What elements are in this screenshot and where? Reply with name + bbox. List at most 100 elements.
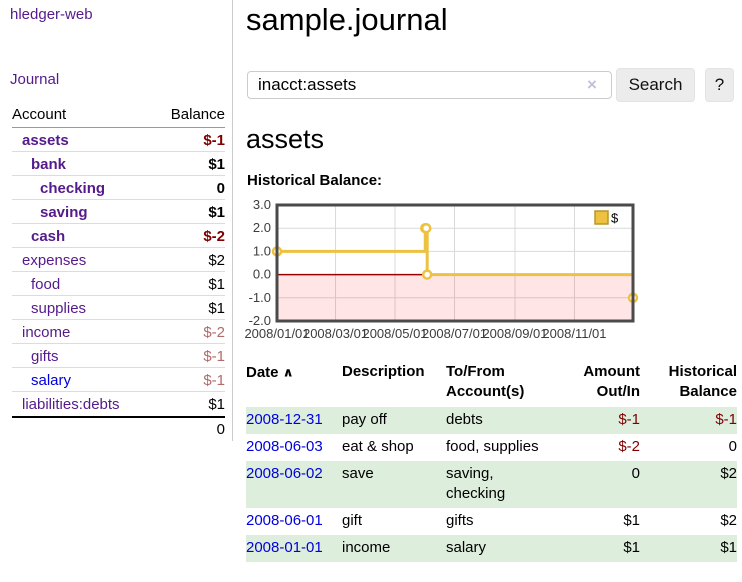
account-balance: $-1 [203, 372, 225, 389]
transaction-balance-cell: $1 [640, 535, 737, 562]
x-axis-tick-label: 2008/01/01 [244, 326, 309, 341]
app-brand-link[interactable]: hledger-web [10, 6, 93, 23]
chart-heading: Historical Balance: [247, 172, 383, 189]
transaction-date-cell: 2008-06-01 [246, 508, 342, 535]
account-row: saving $1 [12, 200, 225, 224]
search-button[interactable]: Search [616, 68, 695, 102]
y-axis-tick-label: -1.0 [249, 290, 271, 305]
legend-swatch [594, 210, 609, 225]
transaction-amount-cell: 0 [572, 461, 640, 508]
sidebar-item-journal[interactable]: Journal [10, 71, 60, 88]
account-link[interactable]: gifts [31, 348, 59, 365]
register-header-description: Description [342, 356, 446, 407]
x-axis-tick-label: 2008/11/01 [542, 326, 606, 341]
transaction-description-cell: eat & shop [342, 434, 446, 461]
transaction-date-link[interactable]: 2008-06-01 [246, 512, 323, 529]
transaction-description-cell: gift [342, 508, 446, 535]
account-balance: 0 [216, 180, 225, 197]
x-axis-tick-label: 2008/09/01 [482, 326, 547, 341]
account-balance: $1 [208, 276, 225, 293]
transaction-amount-cell: $-2 [572, 434, 640, 461]
transaction-balance: $-1 [715, 411, 737, 428]
transaction-date-cell: 2008-06-03 [246, 434, 342, 461]
transaction-accounts: gifts [446, 512, 474, 529]
account-link[interactable]: liabilities:debts [22, 396, 120, 413]
x-axis-tick-label: 2008/03/01 [303, 326, 368, 341]
account-row: assets $-1 [12, 128, 225, 152]
account-link[interactable]: assets [22, 132, 69, 149]
register-header-label: Date [246, 364, 279, 381]
account-balance: $-1 [203, 348, 225, 365]
transaction-date-link[interactable]: 2008-06-02 [246, 465, 323, 482]
transaction-date-cell: 2008-12-31 [246, 407, 342, 434]
account-row: salary $-1 [12, 368, 225, 392]
register-header-label: Historical Balance [668, 363, 737, 400]
account-link[interactable]: bank [31, 156, 67, 173]
search-input[interactable] [247, 71, 612, 99]
account-link[interactable]: cash [31, 228, 66, 245]
data-point-marker [421, 269, 433, 280]
register-row: 2008-06-01 gift gifts $1 $2 [246, 508, 737, 535]
account-link[interactable]: salary [31, 372, 72, 389]
transaction-balance: $1 [720, 539, 737, 556]
transaction-balance-cell: $-1 [640, 407, 737, 434]
transaction-amount: $1 [623, 512, 640, 529]
transaction-accounts-cell: gifts [446, 508, 572, 535]
account-row: cash $-2 [12, 224, 225, 248]
page-title: sample.journal [246, 2, 448, 37]
account-link[interactable]: checking [40, 180, 106, 197]
help-button[interactable]: ? [705, 68, 734, 102]
account-row: bank $1 [12, 152, 225, 176]
transaction-accounts: saving, checking [446, 465, 506, 502]
account-balance: $1 [208, 156, 225, 173]
transaction-date-link[interactable]: 2008-06-03 [246, 438, 323, 455]
accounts-table-header: Account Balance [12, 104, 225, 128]
account-link[interactable]: saving [40, 204, 88, 221]
register-row: 2008-06-03 eat & shop food, supplies $-2 0 [246, 434, 737, 461]
account-row: liabilities:debts $1 [12, 392, 225, 416]
transaction-description: income [342, 539, 391, 556]
accounts-header-account: Account [12, 106, 67, 123]
transaction-date-link[interactable]: 2008-01-01 [246, 539, 323, 556]
transaction-date-cell: 2008-01-01 [246, 535, 342, 562]
register-header-label: Amount Out/In [583, 363, 640, 400]
account-balance: $1 [208, 300, 225, 317]
transaction-accounts-cell: salary [446, 535, 572, 562]
transaction-date-link[interactable]: 2008-12-31 [246, 411, 323, 428]
account-balance: $1 [208, 396, 225, 413]
data-point-marker [420, 222, 432, 234]
register-header-balance: Historical Balance [640, 356, 737, 407]
account-link[interactable]: supplies [31, 300, 87, 317]
transaction-balance-cell: $2 [640, 461, 737, 508]
sort-ascending-icon[interactable]: ∧ [282, 364, 294, 380]
transaction-amount: $-2 [618, 438, 640, 455]
account-row: supplies $1 [12, 296, 225, 320]
y-axis-tick-label: -2.0 [249, 313, 271, 328]
account-row: checking 0 [12, 176, 225, 200]
transaction-accounts: debts [446, 411, 483, 428]
negative-region [277, 274, 633, 321]
transaction-description: eat & shop [342, 438, 414, 455]
transaction-description-cell: pay off [342, 407, 446, 434]
account-link[interactable]: food [31, 276, 61, 293]
transaction-description: save [342, 465, 374, 482]
sidebar: hledger-web Journal Account Balance asse… [0, 0, 233, 441]
register-row: 2008-12-31 pay off debts $-1 $-1 [246, 407, 737, 434]
account-heading: assets [246, 124, 325, 154]
historical-balance-chart: 3.0 2.0 1.0 0.0 -1.0 -2.02008/01/012008/03/01… [244, 198, 639, 341]
x-axis-tick-label: 2008/07/01 [422, 326, 487, 341]
transaction-accounts-cell: saving, checking [446, 461, 572, 508]
register-header-accounts: To/From Account(s) [446, 356, 572, 407]
clear-search-icon[interactable]: × [587, 75, 597, 94]
y-axis-tick-label: 2.0 [253, 220, 271, 235]
plot-border [275, 203, 635, 323]
transaction-amount: $-1 [618, 411, 640, 428]
account-link[interactable]: income [22, 324, 71, 341]
account-link[interactable]: expenses [22, 252, 87, 269]
legend-label: $ [611, 211, 619, 226]
accounts-header-balance: Balance [170, 106, 225, 123]
account-row: gifts $-1 [12, 344, 225, 368]
transaction-balance: 0 [728, 438, 737, 455]
register-header-date[interactable]: Date ∧ [246, 356, 342, 407]
transaction-description: gift [342, 512, 363, 529]
